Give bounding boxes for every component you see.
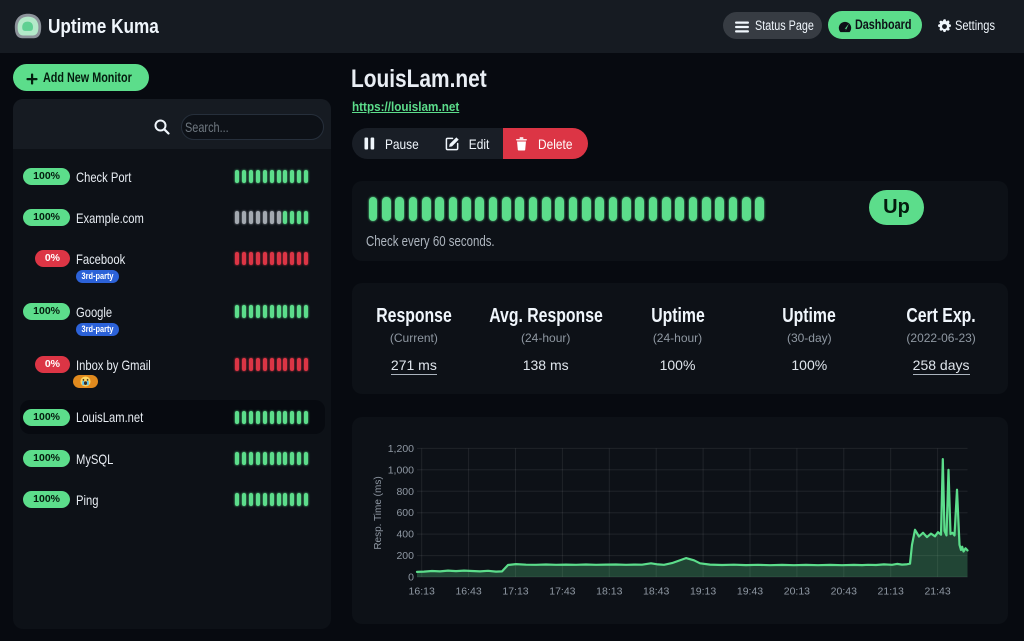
svg-text:Resp. Time (ms): Resp. Time (ms) xyxy=(373,476,384,549)
svg-text:19:13: 19:13 xyxy=(690,586,716,598)
svg-text:1,000: 1,000 xyxy=(388,464,414,476)
svg-text:16:43: 16:43 xyxy=(455,586,481,598)
svg-text:20:13: 20:13 xyxy=(784,586,810,598)
svg-text:21:13: 21:13 xyxy=(878,586,904,598)
svg-text:17:13: 17:13 xyxy=(502,586,528,598)
svg-text:1,200: 1,200 xyxy=(388,443,414,455)
svg-text:400: 400 xyxy=(396,529,414,541)
svg-text:17:43: 17:43 xyxy=(549,586,575,598)
svg-text:200: 200 xyxy=(396,550,414,562)
svg-text:800: 800 xyxy=(396,486,414,498)
svg-text:16:13: 16:13 xyxy=(409,586,435,598)
svg-text:18:43: 18:43 xyxy=(643,586,669,598)
svg-text:20:43: 20:43 xyxy=(831,586,857,598)
svg-text:18:13: 18:13 xyxy=(596,586,622,598)
svg-text:21:43: 21:43 xyxy=(924,586,950,598)
svg-text:0: 0 xyxy=(408,572,414,584)
svg-text:19:43: 19:43 xyxy=(737,586,763,598)
svg-text:600: 600 xyxy=(396,507,414,519)
